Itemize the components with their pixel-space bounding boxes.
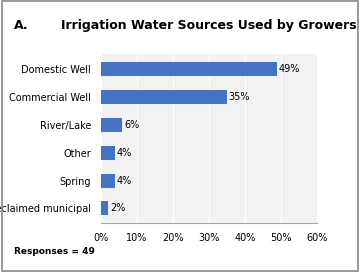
Bar: [101, 90, 227, 104]
Bar: [101, 118, 122, 132]
Text: 4%: 4%: [117, 175, 132, 186]
Text: A.: A.: [14, 19, 29, 32]
Text: 2%: 2%: [110, 203, 125, 214]
Bar: [101, 202, 108, 215]
Bar: [101, 146, 115, 160]
Text: 6%: 6%: [124, 120, 139, 130]
Text: Responses = 49: Responses = 49: [14, 247, 95, 256]
Text: 35%: 35%: [229, 92, 250, 102]
Bar: [101, 174, 115, 187]
Bar: [101, 62, 277, 76]
Text: 49%: 49%: [279, 64, 300, 74]
Text: 4%: 4%: [117, 148, 132, 158]
Text: Irrigation Water Sources Used by Growers: Irrigation Water Sources Used by Growers: [61, 19, 357, 32]
